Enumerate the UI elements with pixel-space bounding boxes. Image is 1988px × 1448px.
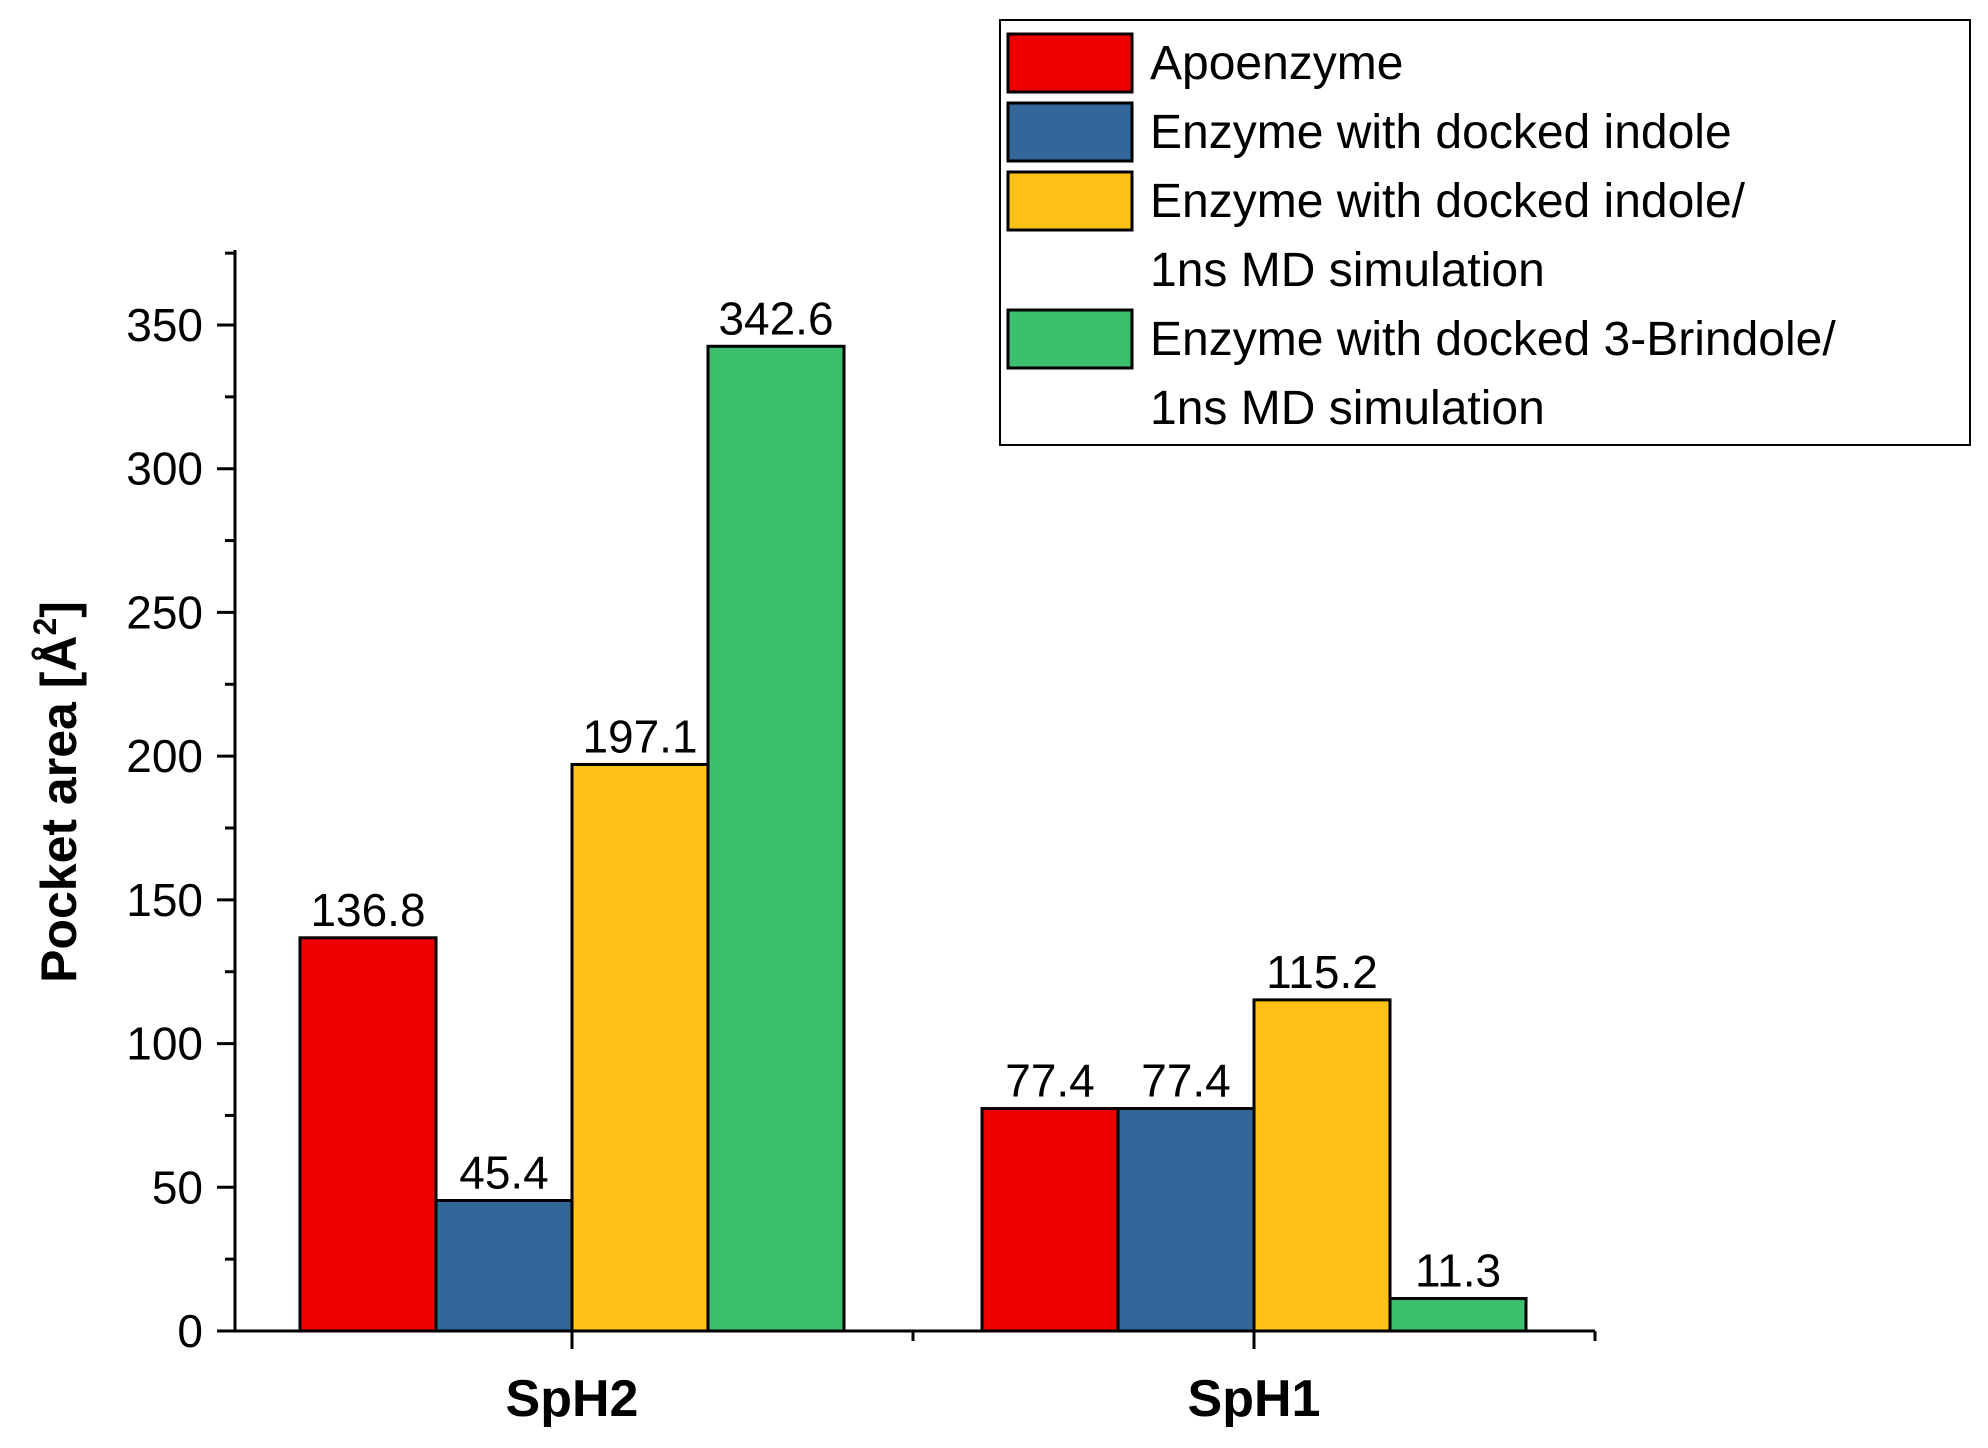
y-axis-label-superscript: 2 [27,618,63,636]
data-label-sph1-series-4: 11.3 [1415,1245,1501,1297]
data-label-sph2-series-3: 197.1 [582,710,697,762]
data-label-sph1-series-3: 115.2 [1266,946,1378,998]
x-category-label: SpH2 [506,1370,639,1428]
y-tick-label: 300 [126,443,203,495]
y-axis-label-close: ] [31,601,87,618]
data-labels-group: 136.8 45.4 197.1 342.6 77.4 77.4 115.2 11.3 [310,292,1501,1296]
y-tick-label: 0 [177,1305,203,1357]
legend-label-4: 1ns MD simulation [1150,382,1545,435]
bar-sph2-series-3 [570,762,710,1333]
y-tick-label: 100 [126,1018,203,1070]
data-label-sph2-series-1: 136.8 [310,884,425,936]
data-label-sph2-series-2: 45.4 [459,1147,549,1199]
legend-swatch-3 [1006,170,1134,232]
legend-label-3: Enzyme with docked indole/ [1150,175,1746,228]
y-axis-label: Pocket area [Å2] [27,601,87,983]
y-tick-label: 250 [126,586,203,638]
legend-label-3: 1ns MD simulation [1150,244,1545,297]
legend: Apoenzyme Enzyme with docked indole Enzyme… [999,19,1971,446]
data-label-sph1-series-2: 77.4 [1141,1055,1231,1107]
y-tick-label: 350 [126,299,203,351]
legend-swatch-2 [1006,101,1134,163]
legend-swatch-4 [1006,308,1134,370]
y-axis: 0 50 100 150 200 250 300 350 [126,250,237,1357]
bar-sph1-series-1 [980,1107,1120,1333]
legend-label-2: Enzyme with docked indole [1150,106,1732,159]
bar-sph1-series-3 [1252,998,1392,1333]
bar-sph1-series-4 [1388,1297,1528,1333]
bar-sph2-series-2 [434,1199,574,1333]
data-label-sph1-series-1: 77.4 [1005,1055,1095,1107]
y-axis-label-main: Pocket area [Å [31,636,87,983]
y-tick-label: 150 [126,874,203,926]
y-tick-label: 50 [152,1161,203,1213]
bar-sph2-series-4 [706,344,846,1333]
bars-group [298,344,1528,1333]
y-tick-label: 200 [126,730,203,782]
legend-label-4: Enzyme with docked 3-Brindole/ [1150,313,1836,366]
bar-sph2-series-1 [298,936,438,1333]
legend-swatch-1 [1006,32,1134,94]
legend-label-1: Apoenzyme [1150,37,1403,90]
x-axis: SpH2 SpH1 [217,1329,1597,1428]
data-label-sph2-series-4: 342.6 [718,292,833,344]
x-category-label: SpH1 [1188,1370,1321,1428]
legend-box [999,19,1971,446]
bar-sph1-series-2 [1116,1107,1256,1333]
